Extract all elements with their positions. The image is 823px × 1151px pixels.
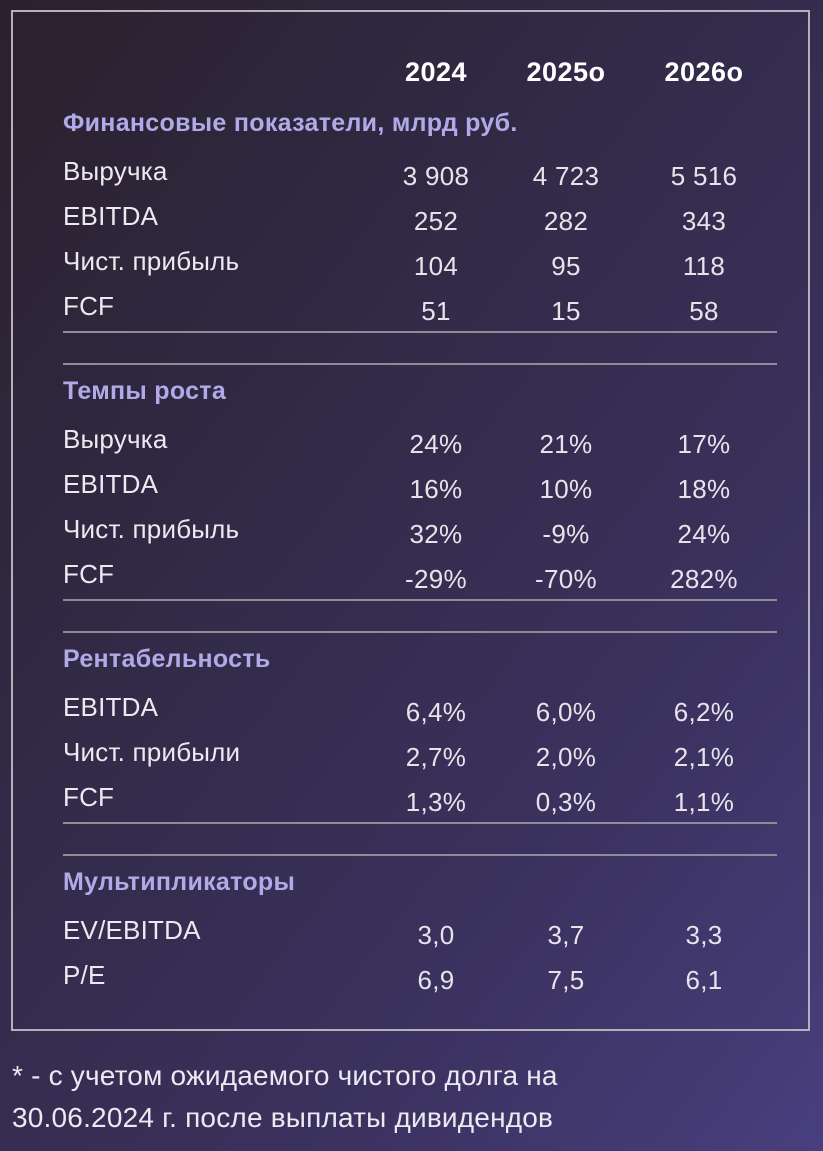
- table-row: Чист. прибыли 2,7% 2,0% 2,1%: [63, 730, 777, 775]
- table-row: Выручка 3 908 4 723 5 516: [63, 149, 777, 194]
- footnote-line-2: 30.06.2024 г. после выплаты дивидендов: [12, 1102, 554, 1133]
- footnote: * - с учетом ожидаемого чистого долга на…: [12, 1055, 558, 1139]
- row-value: 18%: [677, 474, 731, 504]
- row-value: 5 516: [670, 161, 738, 191]
- financials-table-panel: 2024 2025о 2026о Финансовые показатели, …: [11, 10, 810, 1031]
- row-label: P/E: [63, 960, 106, 990]
- row-value: 4 723: [532, 161, 600, 191]
- row-value: 24%: [409, 429, 463, 459]
- row-value: 24%: [677, 519, 731, 549]
- row-label: EBITDA: [63, 692, 159, 722]
- row-label: FCF: [63, 782, 115, 812]
- section-title: Темпы роста: [63, 377, 227, 405]
- row-value: 3,3: [685, 920, 723, 950]
- row-value: 6,4%: [405, 697, 467, 727]
- section-title: Финансовые показатели, млрд руб.: [63, 109, 518, 137]
- row-value: 7,5: [547, 965, 585, 995]
- row-value: 51: [421, 296, 451, 326]
- row-value: 21%: [539, 429, 593, 459]
- row-value: 95: [551, 251, 581, 281]
- row-label: Выручка: [63, 156, 168, 186]
- row-value: -9%: [542, 519, 590, 549]
- section-divider: [63, 822, 777, 856]
- row-value: 282%: [670, 564, 738, 594]
- row-value: 10%: [539, 474, 593, 504]
- row-label: Чист. прибыль: [63, 514, 240, 544]
- row-value: 343: [681, 206, 727, 236]
- row-value: 16%: [409, 474, 463, 504]
- table-row: FCF 51 15 58: [63, 284, 777, 329]
- table-section: Темпы роста Выручка 24% 21% 17% EBITDA 1…: [63, 331, 777, 597]
- section-divider: [63, 599, 777, 633]
- column-header-2026o: 2026о: [664, 57, 744, 87]
- table-row: EBITDA 6,4% 6,0% 6,2%: [63, 685, 777, 730]
- row-value: 3 908: [402, 161, 470, 191]
- table-row: Чист. прибыль 32% -9% 24%: [63, 507, 777, 552]
- row-value: 1,1%: [673, 787, 735, 817]
- row-value: 104: [413, 251, 459, 281]
- table-row: EV/EBITDA 3,0 3,7 3,3: [63, 908, 777, 953]
- table-row: EBITDA 16% 10% 18%: [63, 462, 777, 507]
- row-value: 0,3%: [535, 787, 597, 817]
- column-header-row: 2024 2025о 2026о: [63, 57, 777, 87]
- row-value: 118: [682, 251, 726, 281]
- row-value: 2,7%: [405, 742, 467, 772]
- table-row: FCF 1,3% 0,3% 1,1%: [63, 775, 777, 820]
- row-value: 2,1%: [673, 742, 735, 772]
- table-row: P/E 6,9 7,5 6,1: [63, 953, 777, 998]
- section-rows: EV/EBITDA 3,0 3,7 3,3 P/E 6,9 7,5 6,1: [63, 908, 777, 998]
- section-divider: [63, 331, 777, 365]
- table-row: Выручка 24% 21% 17%: [63, 417, 777, 462]
- row-label: Чист. прибыли: [63, 737, 241, 767]
- row-value: 3,7: [547, 920, 585, 950]
- row-value: 15: [551, 296, 581, 326]
- table-sections: Финансовые показатели, млрд руб. Выручка…: [63, 109, 777, 998]
- row-value: 2,0%: [535, 742, 597, 772]
- row-label: EV/EBITDA: [63, 915, 201, 945]
- row-value: 6,2%: [673, 697, 735, 727]
- section-rows: Выручка 3 908 4 723 5 516 EBITDA 252 282…: [63, 149, 777, 329]
- section-title: Рентабельность: [63, 645, 271, 673]
- row-value: 6,1: [685, 965, 723, 995]
- row-value: 6,0%: [535, 697, 597, 727]
- row-value: 17%: [677, 429, 731, 459]
- row-label: FCF: [63, 291, 115, 321]
- row-value: 282: [543, 206, 589, 236]
- section-rows: Выручка 24% 21% 17% EBITDA 16% 10% 18% Ч…: [63, 417, 777, 597]
- table-row: EBITDA 252 282 343: [63, 194, 777, 239]
- row-label: EBITDA: [63, 469, 159, 499]
- table-section: Мультипликаторы EV/EBITDA 3,0 3,7 3,3 P/…: [63, 822, 777, 998]
- row-value: 58: [689, 296, 719, 326]
- row-value: 6,9: [417, 965, 455, 995]
- column-header-2025o: 2025о: [526, 57, 606, 87]
- row-value: -29%: [405, 564, 467, 594]
- row-label: Чист. прибыль: [63, 246, 240, 276]
- table-row: Чист. прибыль 104 95 118: [63, 239, 777, 284]
- table-section: Финансовые показатели, млрд руб. Выручка…: [63, 109, 777, 329]
- row-value: 1,3%: [405, 787, 467, 817]
- row-value: 252: [413, 206, 459, 236]
- section-title: Мультипликаторы: [63, 868, 296, 896]
- row-value: 3,0: [417, 920, 455, 950]
- table-row: FCF -29% -70% 282%: [63, 552, 777, 597]
- column-header-2024: 2024: [404, 57, 468, 87]
- row-label: Выручка: [63, 424, 168, 454]
- row-value: 32%: [409, 519, 463, 549]
- section-rows: EBITDA 6,4% 6,0% 6,2% Чист. прибыли 2,7%…: [63, 685, 777, 820]
- footnote-line-1: * - с учетом ожидаемого чистого долга на: [12, 1060, 558, 1091]
- row-label: FCF: [63, 559, 115, 589]
- table-section: Рентабельность EBITDA 6,4% 6,0% 6,2% Чис…: [63, 599, 777, 820]
- row-label: EBITDA: [63, 201, 159, 231]
- row-value: -70%: [535, 564, 597, 594]
